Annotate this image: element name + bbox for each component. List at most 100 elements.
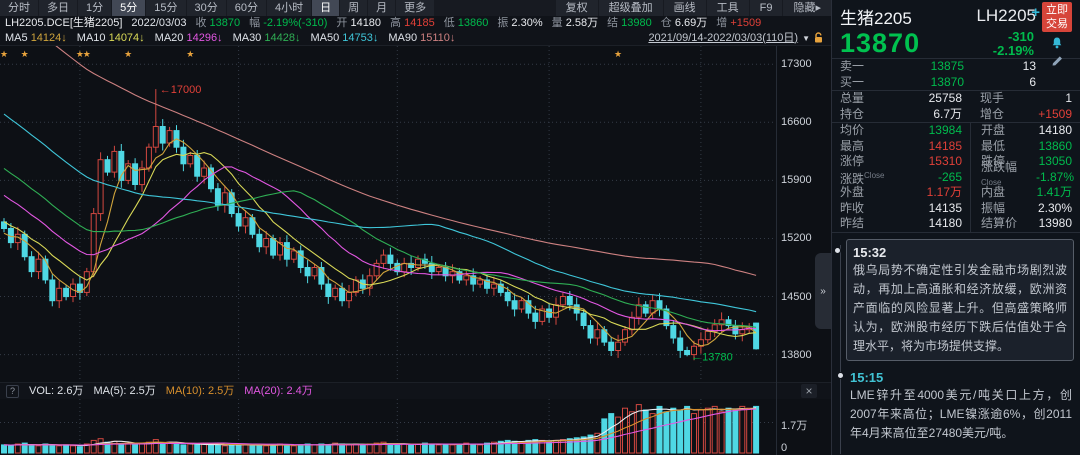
- quote-item-label: 高: [390, 17, 405, 29]
- period-tab-15分[interactable]: 15分: [146, 0, 186, 16]
- volume-values: VOL: 2.6万 MA(5): 2.5万 MA(10): 2.5万 MA(20): …: [29, 383, 313, 400]
- candlestick-chart[interactable]: ★ ★ ★★ ★ ★ ★←17000←13780: [0, 46, 776, 382]
- stat-row-昨收: 昨收 14135 振幅 2.30%: [832, 200, 1080, 216]
- ma-readout-MA5: MA5 14124↓: [5, 31, 67, 46]
- period-tab-30分[interactable]: 30分: [186, 0, 226, 16]
- quote-strip: LH2205.DCE[生猪2205] 2022/03/03 收 13870 幅 -…: [0, 16, 831, 31]
- event-star-icon: ★: [124, 49, 132, 59]
- period-tab-多日[interactable]: 多日: [39, 0, 77, 16]
- quote-item-label: 低: [443, 17, 458, 29]
- quote-item-量: 量 2.58万: [552, 16, 598, 31]
- news-item-15:32[interactable]: 15:32 俄乌局势不确定性引发金融市场剧烈波动，再加上高通胀和经济放缓，欧洲资产…: [834, 238, 1074, 361]
- quote-item-value: +1509: [730, 17, 762, 29]
- toolbar-button-画线[interactable]: 画线: [663, 0, 706, 16]
- ma-value: 14124↓: [30, 31, 67, 44]
- date-range-selector[interactable]: 2021/09/14-2022/03/03(110日) ▼: [648, 31, 825, 46]
- ma-readout-MA90: MA90 15110↓: [388, 31, 455, 46]
- quote-item-value: 14185: [404, 17, 435, 29]
- row-label: 买一: [840, 74, 865, 89]
- quote-item-value: 2.58万: [565, 17, 599, 29]
- toolbar-button-工具[interactable]: 工具: [706, 0, 749, 16]
- help-icon[interactable]: ?: [6, 384, 20, 398]
- ma-value: 14753↓: [342, 31, 379, 44]
- event-star-icon: ★: [21, 49, 29, 59]
- news-item-15:15[interactable]: 15:15 LME锌升至4000美元/吨关口上方，创2007年来高位；LME镍涨逾…: [837, 369, 1074, 443]
- ma-value: 14296↓: [186, 31, 223, 44]
- event-star-icon: ★: [614, 49, 622, 59]
- period-tab-4小时[interactable]: 4小时: [267, 0, 312, 16]
- quote-item-振: 振 2.30%: [497, 16, 542, 31]
- stat-value: 1.41万: [1036, 185, 1072, 199]
- stat-value: 25758: [928, 91, 962, 105]
- volume-chart[interactable]: [0, 399, 776, 455]
- date-range-label[interactable]: 2021/09/14-2022/03/03(110日): [648, 31, 799, 44]
- stat-value: 13984: [928, 123, 962, 137]
- add-watchlist-icon[interactable]: +: [1031, 4, 1040, 21]
- stat-label: 均价: [840, 123, 865, 137]
- period-tab-月[interactable]: 月: [368, 0, 396, 16]
- row-label: 卖一: [840, 59, 865, 73]
- stat-row-外盘: 外盘 1.17万 内盘 1.41万: [832, 185, 1080, 201]
- y-axis-label: 13800: [781, 348, 812, 361]
- contract-code: LH2205: [976, 6, 1036, 25]
- chevron-down-icon[interactable]: ▼: [802, 33, 810, 43]
- period-tab-1分[interactable]: 1分: [78, 0, 112, 16]
- period-tab-更多[interactable]: 更多: [396, 0, 435, 16]
- event-star-icon: ★: [0, 49, 8, 59]
- quote-item-收: 收 13870: [195, 16, 240, 31]
- vol-readout-MA20: MA(20): 2.4万: [244, 384, 313, 397]
- period-tab-60分[interactable]: 60分: [226, 0, 266, 16]
- quote-item-value: 6.69万: [674, 17, 708, 29]
- stat-label: 涨停: [840, 154, 865, 168]
- close-icon[interactable]: ×: [801, 384, 817, 398]
- stat-label: 持仓: [840, 106, 865, 121]
- period-tab-日[interactable]: 日: [312, 0, 340, 16]
- stat-value: -265: [937, 169, 962, 184]
- row-price: 13870: [930, 74, 964, 89]
- edit-pencil-icon[interactable]: [1051, 54, 1064, 67]
- period-tab-周[interactable]: 周: [340, 0, 368, 16]
- chart-region: 分时 多日 1分 5分 15分 30分 60分 4小时日周月更多 复权 超级叠加 画线 工具 F9 隐藏…: [0, 0, 831, 455]
- ma-value: 15110↓: [420, 31, 456, 44]
- stat-value: 1.17万: [926, 185, 962, 199]
- volume-axis-label: 0: [781, 442, 788, 454]
- toolbar-button-F9[interactable]: F9: [749, 0, 783, 16]
- ma-readout-MA30: MA30 14428↓: [233, 31, 301, 46]
- period-tab-分时[interactable]: 分时: [0, 0, 38, 16]
- quote-item-幅: 幅 -2.19%(-310): [249, 16, 327, 31]
- stat-value: +1509: [1038, 106, 1072, 121]
- y-axis-label: 15900: [781, 174, 812, 187]
- toolbar-button-复权[interactable]: 复权: [555, 0, 598, 16]
- contract-symbol: LH2205.DCE[生猪2205]: [5, 17, 123, 29]
- bid-ask-row-买一: 买一 13870 6: [832, 75, 1080, 91]
- period-tab-5分[interactable]: 5分: [112, 0, 146, 16]
- stat-label: 最低: [970, 138, 1036, 154]
- ma-value: 14428↓: [264, 31, 301, 44]
- alert-bell-icon[interactable]: [1050, 36, 1064, 50]
- trade-now-button[interactable]: 立即 交易: [1042, 2, 1072, 32]
- stat-row-昨结: 昨结 14180 结算价 13980: [832, 216, 1080, 232]
- event-star-icon: ★: [76, 49, 84, 59]
- unlock-icon[interactable]: [814, 32, 825, 44]
- quote-item-label: 振: [497, 17, 512, 29]
- quote-item-value: 13870: [209, 17, 241, 29]
- toolbar-button-超级叠加[interactable]: 超级叠加: [598, 0, 663, 16]
- stat-value: 14135: [928, 200, 962, 215]
- quote-item-label: 仓: [660, 17, 675, 29]
- quote-item-label: 量: [551, 17, 566, 29]
- stat-row-涨停: 涨停 15310 跌停 13050: [832, 154, 1080, 170]
- ma-value: 14074↓: [108, 31, 145, 44]
- quote-item-value: -2.19%(-310): [263, 17, 328, 29]
- panel-collapse-handle[interactable]: »: [815, 253, 831, 329]
- news-item-15:10[interactable]: 15:10NYMEX天然气涨逾3%，创一周高位至4.916美元/百万英热。: [837, 451, 1074, 455]
- stat-label: 增仓: [980, 106, 1005, 121]
- last-price: 13870: [840, 28, 921, 58]
- ma-values: MA5 14124↓ MA10 14074↓ MA20 14296↓ MA30 144…: [5, 31, 455, 46]
- toolbar-button-隐藏[interactable]: 隐藏▸: [783, 0, 831, 16]
- event-star-icon: ★: [186, 49, 194, 59]
- vol-readout-MA5: MA(5): 2.5万: [93, 384, 156, 397]
- tool-buttons: 复权 超级叠加 画线 工具 F9 隐藏▸: [555, 0, 831, 16]
- stat-label: 昨收: [840, 200, 865, 215]
- stat-value: 1: [1065, 91, 1072, 105]
